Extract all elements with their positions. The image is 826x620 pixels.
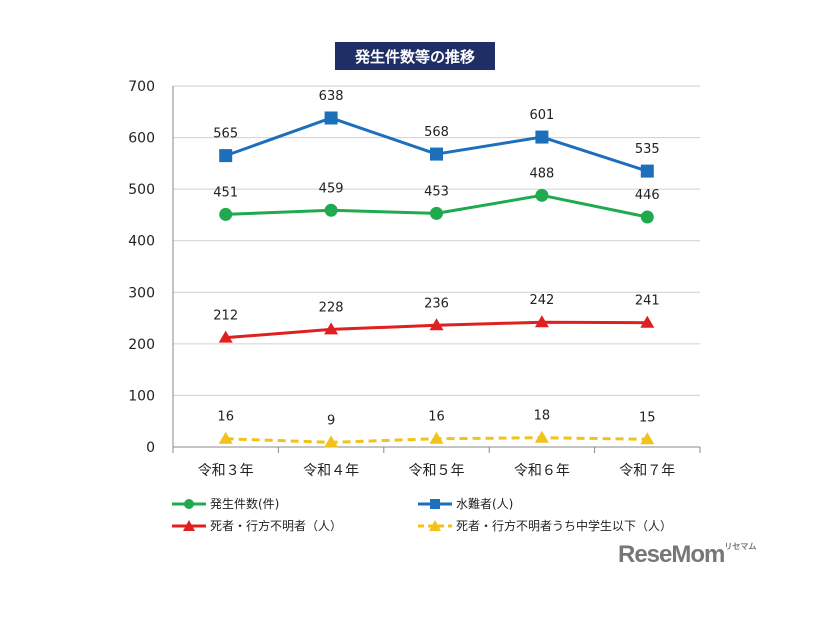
data-point-triangle	[534, 430, 549, 443]
data-point-square	[324, 111, 338, 125]
chart-title: 発生件数等の推移	[335, 42, 495, 70]
y-tick-label: 700	[128, 79, 155, 95]
series-lines	[225, 116, 648, 444]
legend-marker-circle-icon	[172, 498, 206, 509]
series-markers	[218, 111, 655, 448]
x-tick-label: 令和３年	[198, 463, 254, 479]
data-point-circle	[219, 207, 233, 221]
y-tick-label: 500	[128, 182, 155, 198]
y-tick-labels: 0 100 200 300 400 500 600 700	[128, 79, 155, 456]
resemom-logo: ReseMomリセマム	[618, 541, 757, 568]
data-label: 15	[639, 410, 656, 425]
x-tick-label: 令和４年	[303, 463, 359, 479]
data-point-triangle	[640, 315, 655, 328]
data-label: 9	[327, 413, 335, 428]
data-label: 568	[424, 125, 449, 140]
data-point-circle	[535, 188, 549, 202]
legend-label: 死者・行方不明者うち中学生以下（人）	[456, 519, 673, 533]
data-label: 16	[217, 410, 234, 425]
legend-label: 発生件数(件)	[210, 497, 280, 511]
y-tick-label: 100	[128, 388, 155, 404]
data-label: 212	[213, 309, 238, 324]
data-label: 535	[635, 142, 660, 157]
data-label: 18	[534, 409, 551, 424]
data-label: 242	[529, 293, 554, 308]
data-labels: 451 459 453 488 446 565 638 568 601 535 212 228 236 2…	[213, 89, 659, 428]
legend-item-incidents: 発生件数(件)	[172, 495, 279, 512]
legend-label: 水難者(人)	[456, 497, 514, 511]
y-tick-label: 0	[146, 440, 155, 456]
legend-label: 死者・行方不明者（人）	[210, 519, 343, 533]
data-label: 459	[319, 181, 344, 196]
axes	[172, 86, 701, 453]
data-label: 488	[529, 166, 554, 181]
data-label: 565	[213, 127, 238, 142]
data-label: 601	[529, 108, 554, 123]
legend-item-victims: 水難者(人)	[418, 495, 513, 512]
data-label: 16	[428, 410, 445, 425]
legend-item-deaths-students: 死者・行方不明者うち中学生以下（人）	[418, 517, 672, 534]
legend-marker-triangle-icon	[172, 519, 206, 531]
x-tick-label: 令和６年	[514, 463, 570, 479]
data-point-triangle	[534, 315, 549, 328]
data-point-circle	[430, 206, 443, 220]
data-point-triangle	[218, 431, 233, 444]
data-label: 236	[424, 296, 449, 311]
data-point-triangle	[218, 330, 233, 343]
legend-marker-dashed-triangle-icon	[418, 519, 452, 531]
data-label: 451	[213, 185, 238, 200]
data-point-triangle	[324, 435, 339, 448]
data-point-triangle	[429, 431, 444, 444]
data-label: 446	[635, 188, 660, 203]
legend-item-deaths: 死者・行方不明者（人）	[172, 517, 342, 534]
data-point-circle	[640, 210, 654, 224]
data-point-triangle	[429, 318, 444, 331]
data-point-triangle	[640, 432, 655, 445]
x-tick-label: 令和５年	[409, 463, 465, 479]
data-label: 638	[319, 89, 344, 104]
data-point-square	[430, 147, 443, 161]
data-label: 453	[424, 184, 449, 199]
y-tick-label: 400	[128, 234, 155, 250]
y-tick-label: 600	[128, 131, 155, 147]
y-tick-label: 200	[128, 337, 155, 353]
data-point-circle	[324, 203, 338, 217]
data-point-triangle	[324, 322, 339, 335]
data-label: 241	[635, 294, 660, 309]
y-tick-label: 300	[128, 285, 155, 301]
x-tick-label: 令和７年	[619, 463, 675, 479]
x-tick-labels: 令和３年 令和４年 令和５年 令和６年 令和７年	[198, 463, 676, 479]
data-point-square	[535, 130, 549, 144]
data-label: 228	[319, 300, 344, 315]
data-point-square	[640, 164, 654, 178]
legend-marker-square-icon	[418, 498, 452, 509]
data-point-square	[219, 149, 233, 163]
gridlines	[173, 85, 700, 396]
